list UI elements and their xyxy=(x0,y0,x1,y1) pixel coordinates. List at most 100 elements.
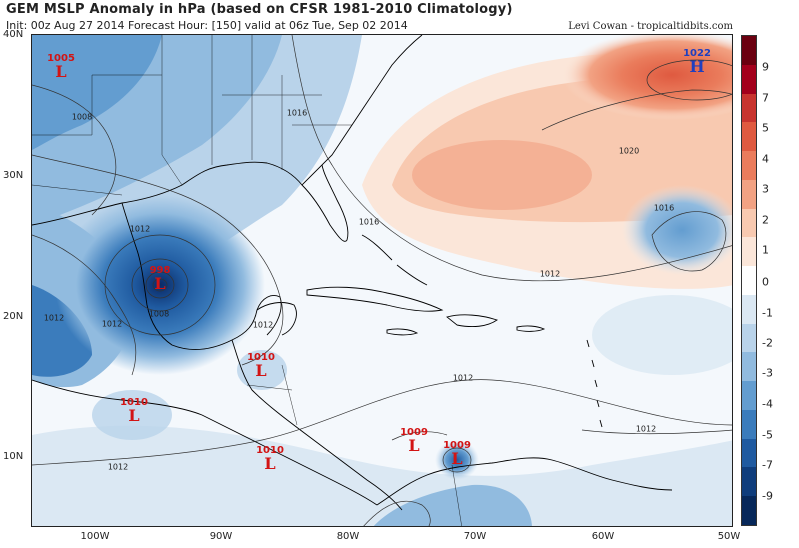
low-pressure-center: 1010 L xyxy=(120,397,148,425)
blue-anomaly-nw xyxy=(32,35,162,150)
blue-anomaly-colombia xyxy=(373,484,532,526)
low-symbol: L xyxy=(55,62,67,81)
colorbar-swatch xyxy=(742,151,756,180)
colorbar-swatch xyxy=(742,323,756,353)
low-pressure-center: 1009 L xyxy=(400,427,428,455)
colorbar-swatch xyxy=(742,64,756,94)
colorbar-swatch xyxy=(742,122,756,151)
isobar-label: 1012 xyxy=(43,313,65,323)
isobar-label: 1008 xyxy=(148,309,170,319)
colorbar-tick-label: 7 xyxy=(762,91,769,105)
longitude-label: 100W xyxy=(80,531,110,542)
latitude-label: 20N xyxy=(3,311,24,322)
map-title: GEM MSLP Anomaly in hPa (based on CFSR 1… xyxy=(6,2,513,17)
colorbar-swatch xyxy=(742,467,756,496)
map-canvas xyxy=(32,35,732,526)
colorbar-tick-label: -1 xyxy=(762,306,773,320)
high-pressure-center: 1022 H xyxy=(683,48,711,76)
blue-anomaly-south xyxy=(32,425,732,526)
latitude-label: 40N xyxy=(3,29,24,40)
colorbar-swatch xyxy=(742,179,756,209)
colorbar-tick-label: -5 xyxy=(762,428,773,442)
map-panel: 1008 1016 1020 1012 1016 1016 1012 1012 … xyxy=(31,34,733,527)
gulf-low-shading xyxy=(55,195,265,375)
longitude-label: 70W xyxy=(463,531,487,542)
honduras-low-shading xyxy=(237,350,287,390)
colorbar-tick-label: 0 xyxy=(762,275,769,289)
isobar-label: 1008 xyxy=(71,112,93,122)
isobars xyxy=(32,35,732,526)
low-pressure-center: 1009 L xyxy=(443,440,471,468)
map-credit: Levi Cowan - tropicaltidbits.com xyxy=(568,21,733,32)
east-blue-anomaly-south xyxy=(592,295,732,375)
low-symbol: L xyxy=(451,449,463,468)
isobar-label: 1012 xyxy=(129,224,151,234)
low-symbol: L xyxy=(128,406,140,425)
colorbar-tick-label: 4 xyxy=(762,152,769,166)
colorbar-tick-label: -9 xyxy=(762,489,773,503)
colorbar-tick-label: 3 xyxy=(762,182,769,196)
colorbar-tick-label: -7 xyxy=(762,458,773,472)
isobar-label: 1012 xyxy=(252,320,274,330)
latitude-label: 30N xyxy=(3,170,24,181)
colorbar-tick-label: -2 xyxy=(762,336,773,350)
colorbar-swatch xyxy=(742,438,756,468)
colorbar-tick-label: 9 xyxy=(762,60,769,74)
colorbar xyxy=(741,35,757,526)
colorbar-swatch xyxy=(742,381,756,410)
isobar-label: 1012 xyxy=(107,462,129,472)
colorbar-swatch xyxy=(742,266,756,295)
center-pressure-value: 1010 xyxy=(247,352,275,363)
low-pressure-center: 1005 L xyxy=(47,53,75,81)
low-pressure-center: 1010 L xyxy=(247,352,275,380)
colorbar-swatch xyxy=(742,496,756,525)
low-symbol: L xyxy=(264,454,276,473)
east-blue-anomaly xyxy=(622,185,732,275)
isobar-label: 1016 xyxy=(358,217,380,227)
isobar-label: 1020 xyxy=(618,146,640,156)
longitude-label: 80W xyxy=(336,531,360,542)
low-pressure-center: 1010 L xyxy=(256,445,284,473)
isobar-label: 1016 xyxy=(653,203,675,213)
colorbar-swatch xyxy=(742,409,756,439)
longitude-label: 60W xyxy=(591,531,615,542)
low-pressure-center: 998 L xyxy=(149,265,171,293)
colorbar-swatch xyxy=(742,294,756,324)
colorbar-tick-label: 2 xyxy=(762,213,769,227)
venezuela-low-shading xyxy=(435,440,479,480)
low-symbol: L xyxy=(255,361,267,380)
warm-anomaly-core xyxy=(412,140,592,210)
colorbar-tick-label: 5 xyxy=(762,121,769,135)
colorbar-tick-label: -3 xyxy=(762,366,773,380)
center-pressure-value: 1009 xyxy=(400,427,428,438)
center-pressure-value: 1009 xyxy=(443,440,471,451)
latitude-label: 10N xyxy=(3,451,24,462)
isobar-label: 1016 xyxy=(286,108,308,118)
pacific-low-shading xyxy=(92,390,172,440)
map-subtitle: Init: 00z Aug 27 2014 Forecast Hour: [15… xyxy=(6,19,408,32)
colorbar-swatch xyxy=(742,237,756,266)
isobar-label: 1012 xyxy=(635,424,657,434)
center-pressure-value: 1005 xyxy=(47,53,75,64)
longitude-label: 50W xyxy=(717,531,741,542)
coastlines xyxy=(32,35,673,511)
high-symbol: H xyxy=(689,57,705,76)
isobar-label: 1012 xyxy=(452,373,474,383)
colorbar-swatch xyxy=(742,208,756,238)
center-pressure-value: 1010 xyxy=(256,445,284,456)
center-pressure-value: 998 xyxy=(149,265,171,276)
colorbar-swatch xyxy=(742,93,756,123)
isobar-label: 1012 xyxy=(101,319,123,329)
colorbar-tick-label: -4 xyxy=(762,397,773,411)
colorbar-swatch xyxy=(742,36,756,65)
low-symbol: L xyxy=(408,436,420,455)
longitude-label: 90W xyxy=(209,531,233,542)
colorbar-tick-label: 1 xyxy=(762,243,769,257)
center-pressure-value: 1010 xyxy=(120,397,148,408)
colorbar-swatch xyxy=(742,352,756,381)
blue-anomaly-west-strong xyxy=(32,285,92,377)
low-symbol: L xyxy=(154,274,166,293)
isobar-label: 1012 xyxy=(539,269,561,279)
political-borders xyxy=(32,35,462,526)
center-pressure-value: 1022 xyxy=(683,48,711,59)
